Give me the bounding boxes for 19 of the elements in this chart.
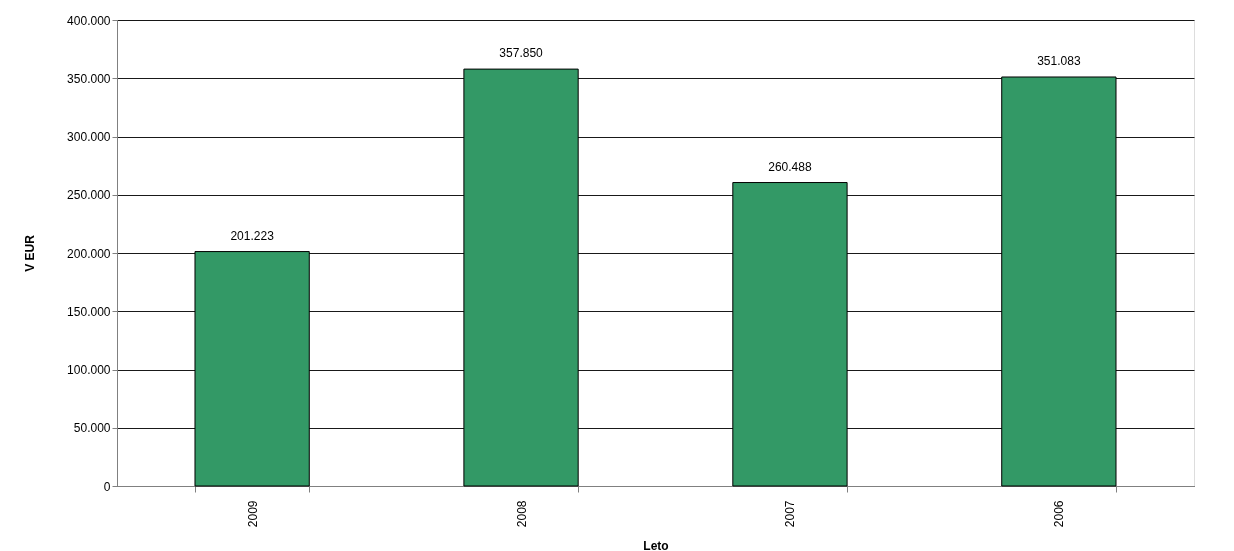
x-tick-label: 2009: [245, 500, 260, 528]
data-label: 357.850: [499, 46, 544, 61]
data-label: 260.488: [768, 159, 812, 174]
y-tick-label: 250.000: [67, 188, 111, 203]
y-tick-label: 0: [103, 479, 111, 494]
y-tick-label: 200.000: [67, 246, 111, 261]
y-tick-label: 350.000: [67, 71, 111, 86]
y-tick-label: 300.000: [67, 130, 111, 144]
y-tick-label: 50.000: [73, 421, 111, 436]
x-tick-label: 2006: [1052, 500, 1067, 528]
x-axis-title: Leto: [643, 539, 669, 551]
x-tick-label: 2007: [783, 500, 798, 528]
data-label: 201.223: [230, 228, 275, 243]
y-tick-label: 400.000: [67, 13, 111, 28]
y-tick-label: 100.000: [67, 363, 111, 377]
y-axis-title: V EUR: [23, 234, 38, 272]
data-label: 351.083: [1037, 53, 1081, 68]
y-tick-label: 150.000: [67, 304, 111, 319]
x-tick-label: 2008: [514, 500, 529, 528]
